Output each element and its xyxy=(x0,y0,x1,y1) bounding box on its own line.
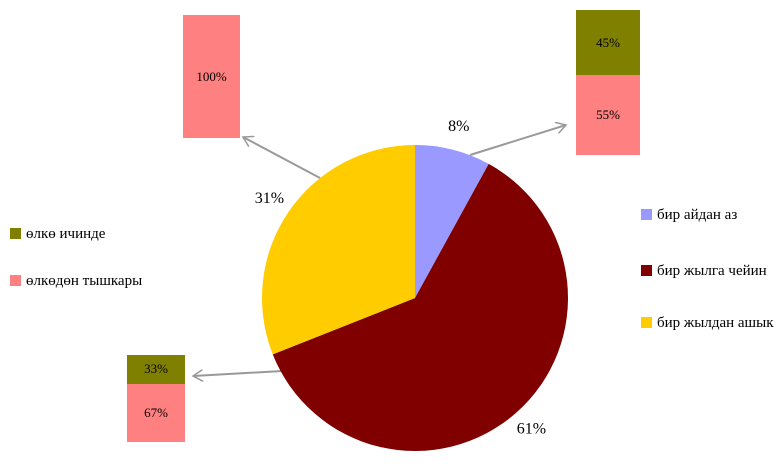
pie-slice xyxy=(261,145,415,355)
pie-slice xyxy=(272,163,569,452)
legend-item: өлкө ичинде xyxy=(10,222,105,246)
legend-item: өлкөдөн тышкары xyxy=(10,269,142,293)
arrow xyxy=(243,137,321,179)
legend-item: бир жылга чейин xyxy=(641,259,781,283)
slice-label: 61% xyxy=(517,421,546,438)
legend-label: бир айдан аз xyxy=(657,207,738,223)
legend-label: бир жылга чейин xyxy=(657,263,767,279)
legend-swatch xyxy=(641,317,652,328)
legend-label: бир жылдан ашык xyxy=(657,315,774,331)
legend-label: өлкөдөн тышкары xyxy=(26,273,143,289)
slice-label: 8% xyxy=(448,118,469,135)
legend-item: бир жылдан ашык xyxy=(641,311,781,335)
legend-item: бир айдан аз xyxy=(641,203,781,227)
pie-slice xyxy=(415,145,489,298)
bar-segment: 100% xyxy=(183,15,240,138)
legend-swatch xyxy=(10,275,21,286)
bar-segment: 33% xyxy=(127,355,185,384)
legend-swatch xyxy=(641,209,652,220)
bar-segment: 45% xyxy=(576,10,640,76)
bar-segment: 67% xyxy=(127,383,185,442)
slice-label: 31% xyxy=(255,190,284,207)
legend-swatch xyxy=(10,228,21,239)
bar-segment: 55% xyxy=(576,75,640,155)
legend-swatch xyxy=(641,265,652,276)
legend-label: өлкө ичинде xyxy=(26,226,106,242)
arrow xyxy=(469,125,566,156)
